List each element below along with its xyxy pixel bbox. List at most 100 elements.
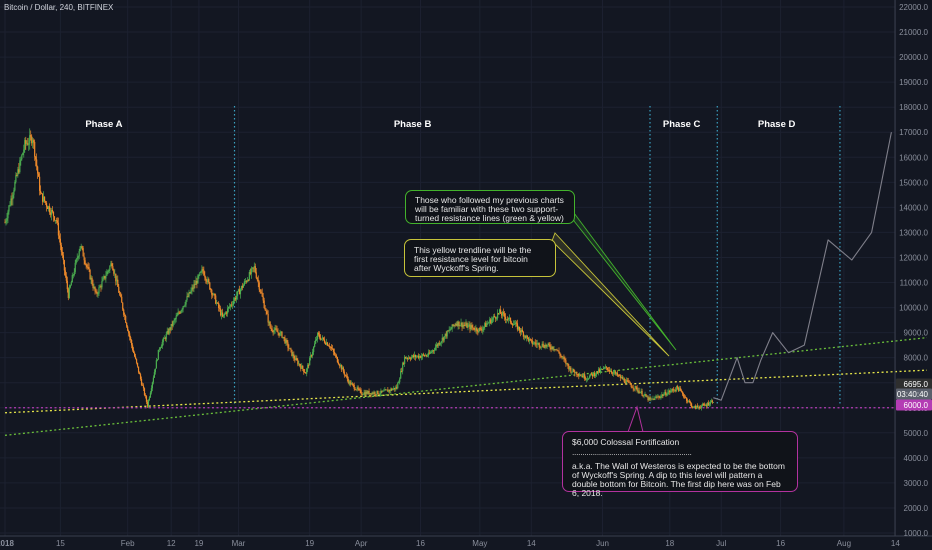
candle-body bbox=[525, 335, 527, 338]
candle-body bbox=[657, 396, 659, 398]
candle-body bbox=[362, 394, 364, 396]
candle-body bbox=[138, 372, 141, 375]
candle-body bbox=[575, 371, 577, 374]
candle-body bbox=[181, 309, 183, 311]
candle-body bbox=[700, 406, 703, 408]
x-tick-label: Apr bbox=[355, 539, 368, 548]
price-tag-bg bbox=[896, 399, 932, 411]
candle-body bbox=[199, 272, 201, 276]
candle-body bbox=[684, 396, 686, 398]
candle-body bbox=[217, 302, 219, 304]
candle-body bbox=[683, 394, 685, 397]
candle-body bbox=[544, 344, 546, 348]
candle-body bbox=[78, 251, 80, 257]
candle-body bbox=[400, 371, 402, 379]
candle-body bbox=[25, 140, 27, 144]
candle-body bbox=[639, 392, 641, 394]
candle-body bbox=[276, 329, 278, 332]
candle-body bbox=[556, 349, 558, 351]
candle-body bbox=[491, 319, 493, 324]
candle-body bbox=[219, 308, 221, 309]
callout-green-note[interactable]: Those who followed my previous charts wi… bbox=[405, 190, 575, 224]
candle-body bbox=[701, 404, 704, 407]
y-tick-label: 1000.0 bbox=[904, 529, 929, 538]
callout-yellow-note[interactable]: This yellow trendline will be the first … bbox=[404, 239, 556, 277]
callout-magenta-title: $6,000 Colossal Fortification bbox=[572, 437, 680, 447]
candle-body bbox=[233, 298, 236, 301]
candle-body bbox=[615, 372, 617, 374]
trendlines bbox=[4, 336, 928, 436]
candle-body bbox=[163, 337, 165, 339]
phase-label: Phase A bbox=[85, 119, 122, 130]
candle-body bbox=[434, 347, 436, 351]
candle-body bbox=[338, 364, 340, 366]
candle-body bbox=[423, 354, 426, 356]
candle-body bbox=[508, 317, 511, 319]
candle-body bbox=[370, 393, 372, 395]
candle-body bbox=[87, 266, 89, 268]
candle-body bbox=[8, 205, 10, 212]
candle-body bbox=[116, 279, 118, 282]
candle-body bbox=[441, 337, 443, 342]
candle-body bbox=[244, 281, 246, 283]
candle-body bbox=[51, 210, 54, 212]
candle-body bbox=[201, 269, 203, 272]
candle-body bbox=[286, 340, 288, 343]
candle-body bbox=[532, 343, 534, 345]
candle-body bbox=[193, 284, 195, 289]
x-tick-label: May bbox=[472, 539, 487, 548]
candle-body bbox=[617, 375, 619, 377]
candle-body bbox=[629, 382, 631, 385]
candle-body bbox=[468, 324, 470, 326]
candle-body bbox=[640, 391, 642, 393]
x-tick-label: Feb bbox=[121, 539, 135, 548]
candle-body bbox=[136, 362, 139, 367]
candle-body bbox=[59, 238, 61, 246]
candle-body bbox=[184, 304, 186, 306]
projection-path bbox=[713, 132, 892, 401]
candle-body bbox=[626, 380, 628, 382]
candle-body bbox=[275, 328, 277, 330]
y-tick-label: 14000.0 bbox=[899, 203, 928, 212]
symbol-title[interactable]: Bitcoin / Dollar, 240, BITFINEX bbox=[4, 3, 114, 12]
candle-body bbox=[659, 397, 661, 398]
candle-body bbox=[97, 293, 99, 295]
candle-body bbox=[572, 369, 574, 372]
candle-body bbox=[531, 340, 533, 345]
candle-body bbox=[429, 352, 431, 354]
candle-body bbox=[469, 324, 471, 330]
candle-body bbox=[77, 256, 79, 259]
candle-body bbox=[268, 321, 270, 323]
candle-body bbox=[21, 154, 23, 160]
candle-body bbox=[247, 280, 249, 281]
candle-body bbox=[251, 267, 253, 269]
candle-body bbox=[397, 383, 399, 389]
candle-body bbox=[109, 266, 111, 270]
candle-body bbox=[270, 327, 272, 329]
candle-body bbox=[610, 371, 613, 373]
candle-body bbox=[260, 291, 262, 293]
candle-body bbox=[299, 363, 301, 366]
callout-magenta-note[interactable]: $6,000 Colossal Fortification ..........… bbox=[562, 431, 798, 498]
candle-body bbox=[144, 395, 147, 397]
candle-body bbox=[705, 405, 707, 407]
trendline-yellow bbox=[4, 369, 928, 414]
candle-body bbox=[151, 382, 154, 389]
candle-body bbox=[594, 374, 597, 376]
candle-body bbox=[364, 392, 366, 395]
candle-body bbox=[24, 140, 26, 150]
candle-body bbox=[555, 349, 557, 351]
candle-body bbox=[382, 390, 384, 392]
candle-body bbox=[101, 281, 103, 288]
candle-body bbox=[618, 375, 620, 377]
candle-body bbox=[485, 323, 487, 327]
candle-body bbox=[577, 374, 579, 376]
candle-body bbox=[476, 327, 478, 332]
candle-body bbox=[545, 344, 547, 347]
candle-body bbox=[360, 390, 362, 395]
x-tick-label: Aug bbox=[837, 539, 851, 548]
x-axis[interactable]: 2018 15 Feb 12 19 Mar 19 Apr 16 May 14 Jun 18 Jul 16 Au… bbox=[0, 539, 900, 548]
candle-body bbox=[609, 371, 612, 372]
candle-body bbox=[496, 318, 498, 319]
